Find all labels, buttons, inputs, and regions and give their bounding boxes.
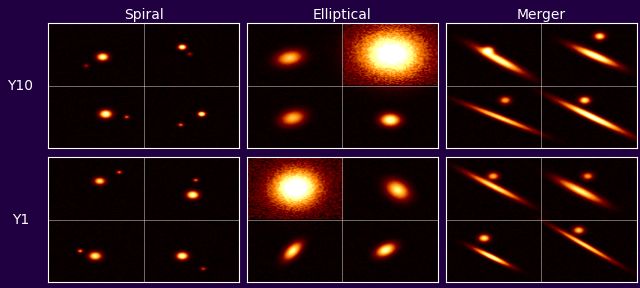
Y-axis label: Y1: Y1 <box>12 213 29 227</box>
Title: Elliptical: Elliptical <box>313 8 372 22</box>
Title: Merger: Merger <box>516 8 566 22</box>
Title: Spiral: Spiral <box>124 8 163 22</box>
Y-axis label: Y10: Y10 <box>7 79 33 93</box>
